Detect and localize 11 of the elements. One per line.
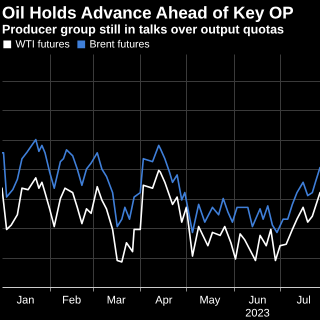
x-tick-label: May <box>200 294 221 306</box>
chart-subtitle: Producer group still in talks over output quotas <box>2 22 284 36</box>
chart-title: Oil Holds Advance Ahead of Key OP <box>2 4 294 22</box>
x-tick-label: Mar <box>106 294 126 306</box>
legend-label: Brent futures <box>90 38 150 50</box>
x-tick-label: Apr <box>155 294 173 306</box>
legend-label: WTI futures <box>16 38 70 50</box>
x-tick-label: Jan <box>16 294 34 306</box>
x-tick-label: Jul <box>296 294 311 306</box>
x-tick-label: Feb <box>62 294 82 306</box>
x-tick-label: Jun 2023 <box>245 294 270 320</box>
